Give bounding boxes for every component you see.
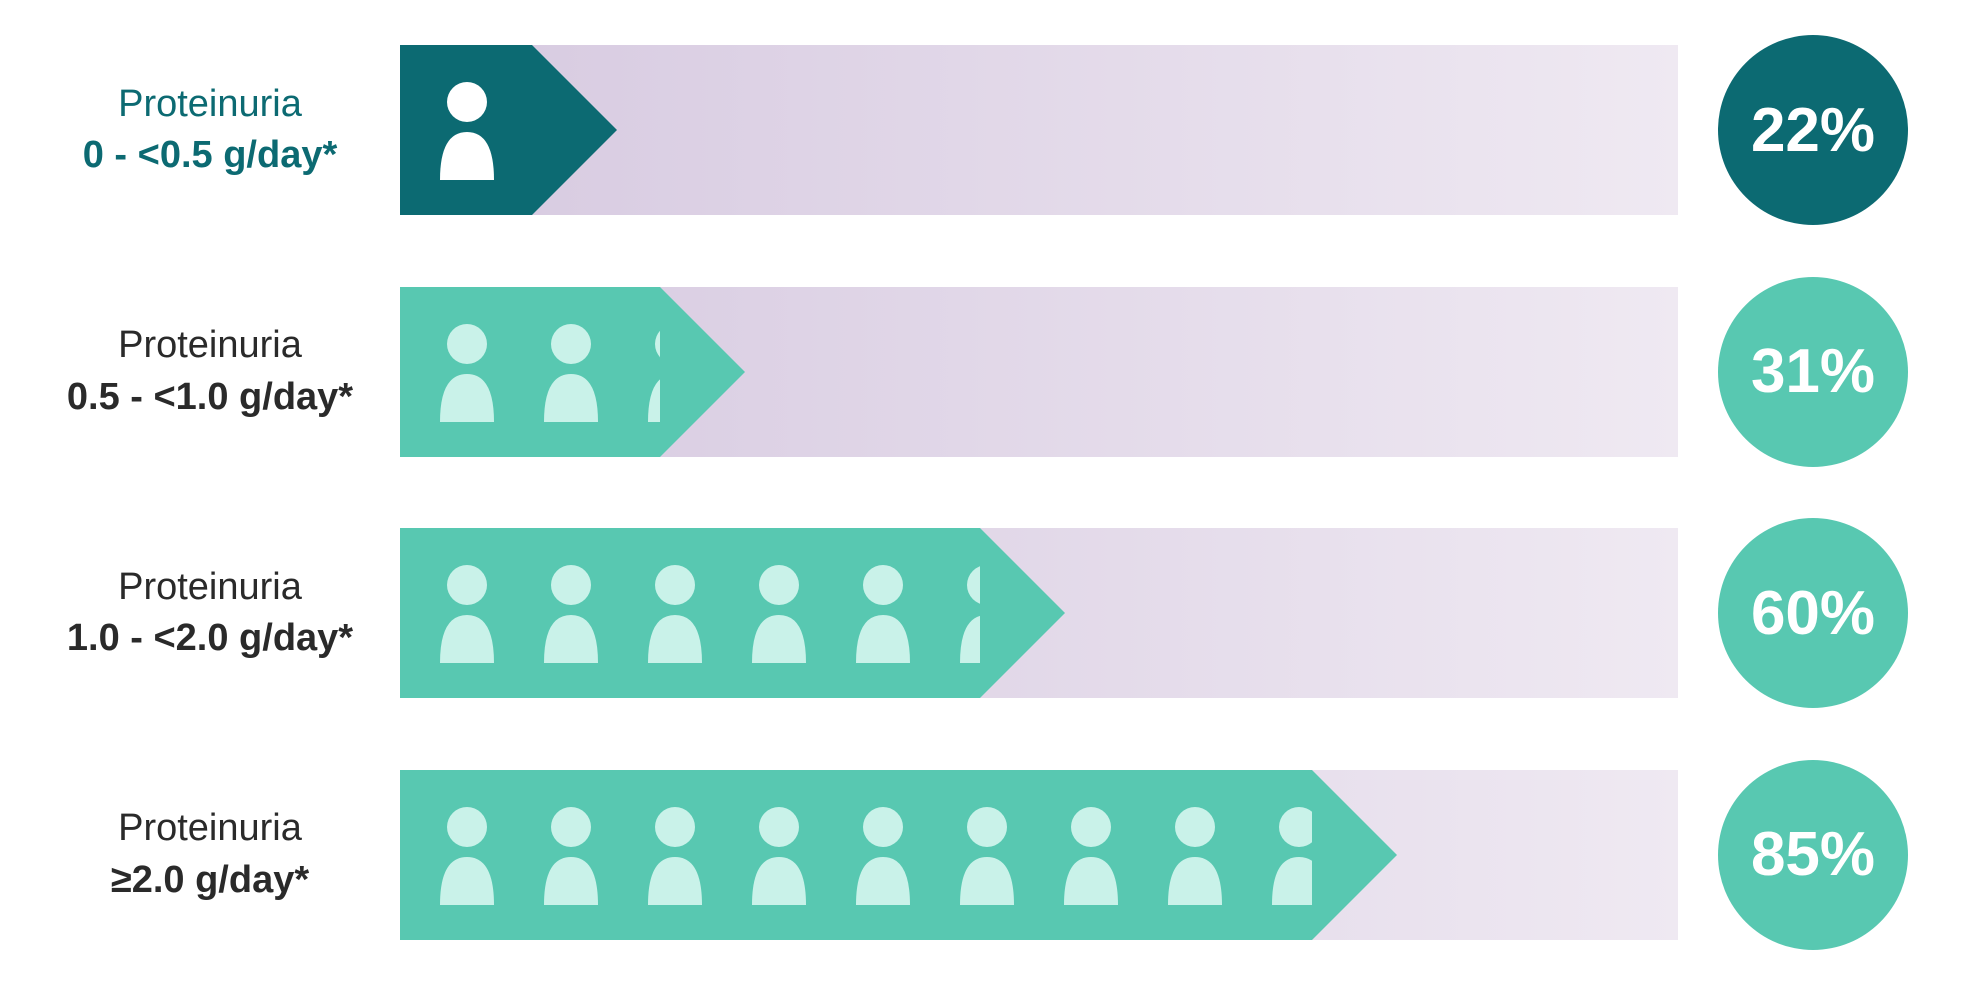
percent-badge: 85% bbox=[1718, 760, 1908, 950]
row-label-top: Proteinuria bbox=[40, 81, 380, 129]
bar-track-wrap bbox=[400, 45, 1678, 215]
percent-badge: 60% bbox=[1718, 518, 1908, 708]
person-icon bbox=[638, 805, 712, 905]
arrow-head bbox=[532, 45, 617, 215]
percent-badge: 22% bbox=[1718, 35, 1908, 225]
person-icon bbox=[1158, 805, 1232, 905]
arrow-body bbox=[400, 45, 532, 215]
row-label-top: Proteinuria bbox=[40, 805, 380, 853]
person-icon bbox=[430, 322, 504, 422]
percent-badge: 31% bbox=[1718, 277, 1908, 467]
chart-row: Proteinuria0 - <0.5 g/day* 22% bbox=[40, 30, 1908, 230]
arrow-head bbox=[980, 528, 1065, 698]
row-label-bottom: 0.5 - <1.0 g/day* bbox=[40, 374, 380, 422]
bar-track-wrap bbox=[400, 770, 1678, 940]
arrow-bar bbox=[400, 45, 617, 215]
row-label-bottom: 1.0 - <2.0 g/day* bbox=[40, 615, 380, 663]
row-label-bottom: ≥2.0 g/day* bbox=[40, 857, 380, 905]
row-label: Proteinuria0 - <0.5 g/day* bbox=[40, 81, 400, 180]
person-icon bbox=[742, 563, 816, 663]
chart-row: Proteinuria≥2.0 g/day* 85% bbox=[40, 755, 1908, 955]
arrow-body bbox=[400, 770, 1312, 940]
person-icon bbox=[430, 80, 504, 180]
arrow-bar bbox=[400, 770, 1397, 940]
bar-track-wrap bbox=[400, 528, 1678, 698]
person-icon bbox=[846, 563, 920, 663]
person-icon bbox=[534, 563, 608, 663]
proteinuria-infographic: Proteinuria0 - <0.5 g/day* 22%Proteinuri… bbox=[0, 0, 1968, 985]
bar-track-wrap bbox=[400, 287, 1678, 457]
person-icon bbox=[950, 805, 1024, 905]
row-label-top: Proteinuria bbox=[40, 564, 380, 612]
person-icon bbox=[638, 322, 660, 422]
chart-row: Proteinuria1.0 - <2.0 g/day* 60% bbox=[40, 513, 1908, 713]
person-icon bbox=[742, 805, 816, 905]
person-icon bbox=[430, 805, 504, 905]
row-label-bottom: 0 - <0.5 g/day* bbox=[40, 132, 380, 180]
arrow-bar bbox=[400, 287, 745, 457]
arrow-body bbox=[400, 287, 660, 457]
arrow-head bbox=[1312, 770, 1397, 940]
person-icon bbox=[534, 322, 608, 422]
chart-row: Proteinuria0.5 - <1.0 g/day* 31% bbox=[40, 272, 1908, 472]
row-label-top: Proteinuria bbox=[40, 322, 380, 370]
person-icon bbox=[846, 805, 920, 905]
person-icon bbox=[638, 563, 712, 663]
person-icon bbox=[1054, 805, 1128, 905]
arrow-body bbox=[400, 528, 980, 698]
row-label: Proteinuria0.5 - <1.0 g/day* bbox=[40, 322, 400, 421]
person-icon bbox=[950, 563, 980, 663]
person-icon bbox=[1262, 805, 1312, 905]
arrow-bar bbox=[400, 528, 1065, 698]
person-icon bbox=[430, 563, 504, 663]
row-label: Proteinuria1.0 - <2.0 g/day* bbox=[40, 564, 400, 663]
arrow-head bbox=[660, 287, 745, 457]
row-label: Proteinuria≥2.0 g/day* bbox=[40, 805, 400, 904]
person-icon bbox=[534, 805, 608, 905]
